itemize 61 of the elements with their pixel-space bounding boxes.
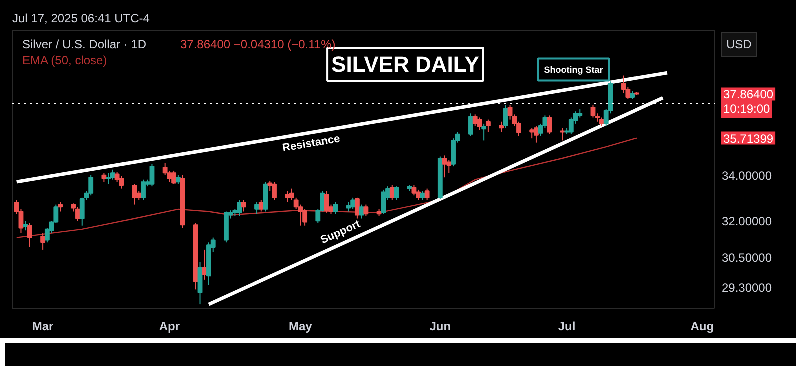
text: SILVER DAILY [332,52,480,77]
candlestick [446,160,452,174]
candlestick [350,197,356,210]
candlestick [150,164,155,188]
candlestick [333,202,338,215]
candlestick [241,200,246,212]
candlestick [590,105,596,118]
y-tick-label: 29.30000 [722,281,772,296]
candlestick [354,197,360,220]
candlestick [254,202,260,215]
candlestick [547,115,552,135]
candlestick [530,128,535,140]
x-tick-label: Aug [690,320,714,334]
candlestick [110,169,116,180]
candlestick [560,128,566,142]
candlestick [364,204,369,217]
annotation: 37.86400 −0.04310 (−0.11%) [180,38,336,52]
text: 35.71399 [724,132,774,146]
candlestick [285,190,290,203]
candlestick [381,189,386,215]
candlestick [412,184,417,196]
candlestick [499,121,504,133]
y-tick-label: 32.00000 [722,214,772,229]
candlestick [202,249,208,280]
candlestick [486,119,491,133]
text: 37.86400 [724,88,774,102]
y-tick-label: 30.50000 [722,250,772,265]
candlestick [424,188,430,201]
candlestick [442,155,448,178]
candlestick [420,190,426,201]
candlestick [477,117,482,131]
y-tick-label: 34.00000 [722,168,772,183]
candlestick [58,202,63,212]
x-tick-label: May [289,320,313,334]
candlestick [346,202,352,212]
text: Resistance [282,133,342,155]
candlestick [394,186,400,201]
candlestick [390,184,395,201]
candlestick [88,174,94,196]
candlestick [106,172,112,185]
candlestick [503,105,508,129]
candlestick [468,113,474,137]
x-tick-label: Jul [558,320,576,334]
candlestick [40,232,46,250]
annotation: Shooting Star [544,64,604,75]
y-axis-title: USD [726,38,752,52]
x-tick-label: Jun [430,320,452,334]
candlestick [324,190,330,214]
x-tick-label: Apr [159,320,180,334]
candlestick [482,123,487,142]
candlestick [472,114,478,127]
text: Jul 17, 2025 06:41 UTC-4 [12,12,150,26]
text: EMA (50, close) [22,54,108,68]
candlestick [141,179,146,201]
candlestick [359,204,364,220]
candlestick [258,200,264,212]
text: Silver / U.S. Dollar · 1D [22,38,147,52]
x-tick-label: Mar [32,320,54,334]
candlestick [289,188,294,201]
text: 10:19:00 [724,102,771,116]
candlestick [119,176,124,190]
